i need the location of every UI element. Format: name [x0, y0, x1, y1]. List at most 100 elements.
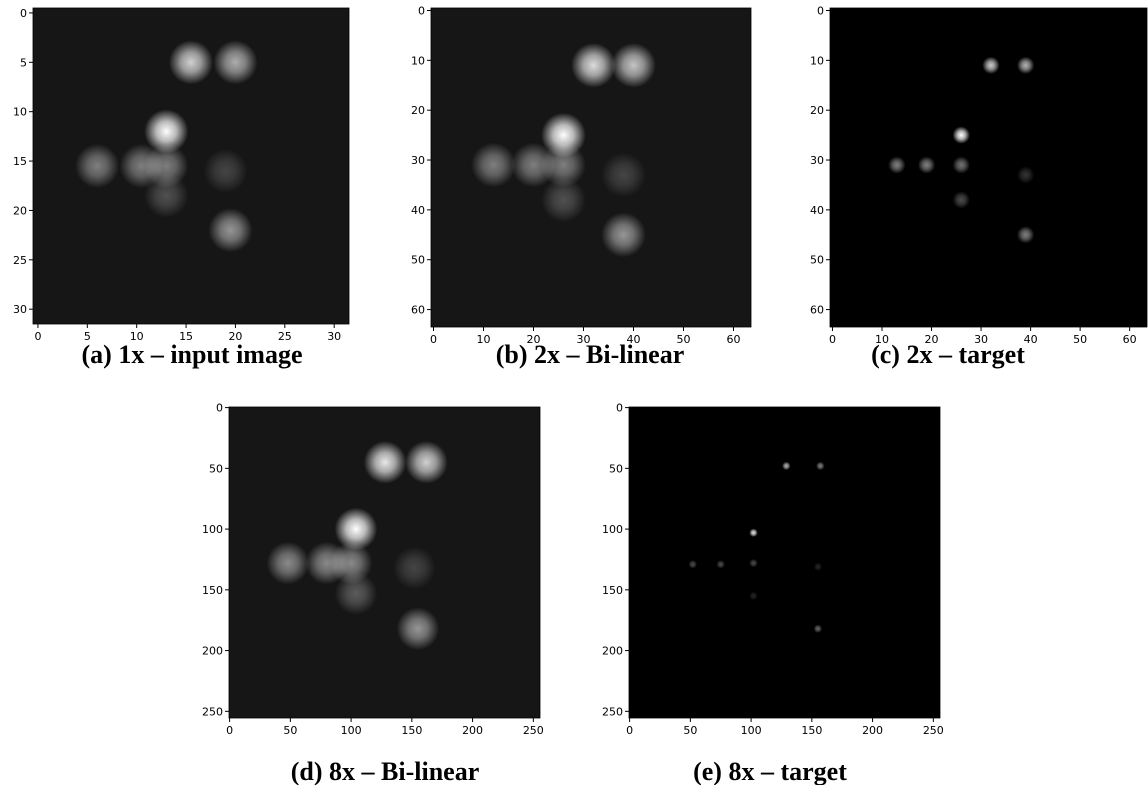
spot	[982, 57, 999, 74]
y-tick-label: 20	[810, 104, 824, 117]
spot	[75, 144, 119, 188]
spot	[611, 43, 656, 88]
y-tick-label: 0	[817, 4, 824, 17]
y-tick-label: 30	[13, 303, 27, 316]
spot	[144, 174, 188, 218]
x-tick-label: 250	[923, 724, 944, 737]
spot	[953, 156, 970, 173]
x-tick-label: 40	[1024, 333, 1038, 346]
image-background	[629, 407, 940, 718]
y-tick-label: 15	[13, 155, 27, 168]
y-tick-label: 50	[209, 462, 223, 475]
caption: (b) 2x – Bi-linear	[496, 340, 685, 369]
spot	[782, 462, 791, 471]
x-tick-label: 200	[862, 724, 883, 737]
y-tick-label: 0	[418, 4, 425, 17]
y-tick-label: 25	[13, 254, 27, 267]
y-tick-label: 250	[602, 705, 623, 718]
x-tick-label: 250	[523, 724, 544, 737]
x-tick-label: 30	[327, 330, 341, 343]
spot	[169, 40, 213, 84]
spot	[716, 560, 725, 569]
y-tick-label: 100	[602, 523, 623, 536]
x-tick-label: 10	[477, 333, 491, 346]
spot	[1017, 226, 1034, 243]
x-tick-label: 50	[683, 724, 697, 737]
y-tick-label: 30	[810, 154, 824, 167]
y-tick-label: 100	[202, 523, 223, 536]
x-tick-label: 0	[34, 330, 41, 343]
spot	[689, 560, 698, 569]
caption: (a) 1x – input image	[82, 340, 303, 369]
x-tick-label: 0	[829, 333, 836, 346]
spot	[953, 126, 970, 143]
x-tick-label: 100	[741, 724, 762, 737]
y-tick-label: 40	[411, 204, 425, 217]
x-tick-label: 200	[462, 724, 483, 737]
y-tick-label: 10	[810, 54, 824, 67]
x-tick-label: 50	[283, 724, 297, 737]
spot	[571, 43, 616, 88]
y-tick-label: 60	[411, 304, 425, 317]
y-tick-label: 50	[810, 254, 824, 267]
y-tick-label: 0	[616, 402, 623, 415]
spot	[953, 191, 970, 208]
y-tick-label: 150	[602, 584, 623, 597]
x-tick-label: 0	[430, 333, 437, 346]
x-tick-label: 0	[626, 724, 633, 737]
spot	[203, 149, 247, 193]
caption: (e) 8x – target	[693, 757, 847, 785]
page: {"chart_data": [ {"type": "image", "capt…	[0, 0, 1148, 785]
y-tick-label: 50	[609, 462, 623, 475]
spot	[393, 547, 436, 590]
y-tick-label: 150	[202, 584, 223, 597]
y-tick-label: 20	[411, 104, 425, 117]
spot	[213, 40, 257, 84]
x-tick-label: 150	[801, 724, 822, 737]
x-tick-label: 150	[401, 724, 422, 737]
y-tick-label: 20	[13, 204, 27, 217]
x-tick-label: 50	[1073, 333, 1087, 346]
x-tick-label: 0	[226, 724, 233, 737]
y-tick-label: 0	[216, 402, 223, 415]
spot	[397, 607, 440, 650]
spot	[364, 441, 407, 484]
y-tick-label: 200	[602, 645, 623, 658]
y-tick-label: 0	[20, 7, 27, 20]
spot	[1017, 166, 1034, 183]
caption: (c) 2x – target	[871, 340, 1025, 369]
y-tick-label: 30	[411, 154, 425, 167]
spot	[749, 528, 758, 537]
spot	[601, 212, 646, 257]
spot	[749, 559, 758, 568]
y-tick-label: 50	[411, 254, 425, 267]
spot	[749, 592, 758, 601]
spot	[541, 177, 586, 222]
x-tick-label: 100	[341, 724, 362, 737]
x-tick-label: 60	[1123, 333, 1137, 346]
caption: (d) 8x – Bi-linear	[291, 757, 480, 785]
x-tick-label: 60	[727, 333, 741, 346]
spot	[208, 208, 252, 252]
spot	[814, 624, 823, 633]
spot	[918, 156, 935, 173]
y-tick-label: 10	[411, 54, 425, 67]
spot	[267, 542, 310, 585]
y-tick-label: 200	[202, 645, 223, 658]
y-tick-label: 10	[13, 106, 27, 119]
spot	[814, 562, 823, 571]
y-tick-label: 250	[202, 705, 223, 718]
image-background	[830, 8, 1147, 327]
spot	[816, 462, 825, 471]
y-tick-label: 40	[810, 204, 824, 217]
spot	[405, 441, 448, 484]
spot	[601, 153, 646, 198]
spot	[335, 572, 378, 615]
spot	[471, 143, 516, 188]
figure: 051015202530051015202530(a) 1x – input i…	[0, 0, 1148, 785]
